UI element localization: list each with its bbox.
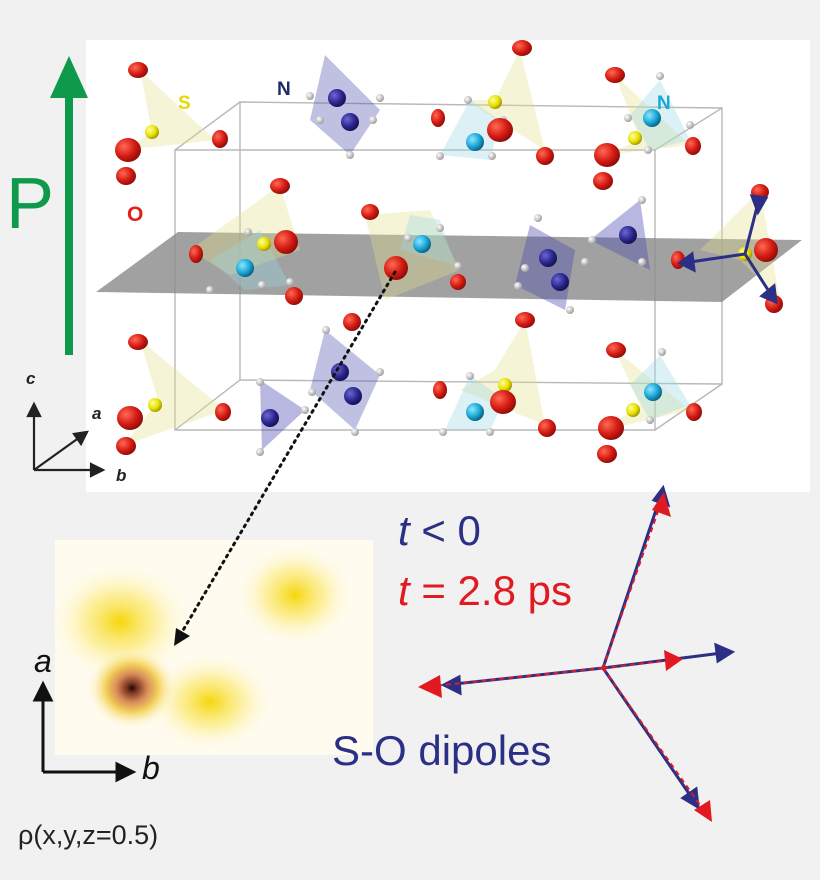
dipoles-label: S-O dipoles (332, 727, 552, 774)
time-before-value: < 0 (409, 507, 481, 554)
mid-plane (96, 232, 802, 302)
tetrahedra (125, 50, 780, 450)
density-map (50, 540, 373, 755)
time-before-label: t < 0 (398, 510, 481, 552)
time-after-value: = 2.8 ps (409, 567, 572, 614)
nitrogen-atoms (236, 89, 662, 427)
time-after-variable: t (398, 567, 410, 614)
map-axis-a-label: a (34, 643, 52, 679)
axis-c-label: c (26, 369, 36, 388)
map-axes (32, 680, 137, 783)
zoom-connector (174, 270, 397, 646)
map-axis-b-label: b (142, 750, 160, 786)
sulfur-label: S (178, 93, 191, 114)
oxygen-atoms (115, 40, 783, 463)
crystal-axes (26, 401, 106, 478)
time-before-variable: t (398, 507, 410, 554)
polarization-label: P (6, 164, 55, 244)
axis-a-label: a (92, 404, 102, 423)
density-label: ρ(x,y,z=0.5) (18, 820, 159, 850)
nitrogen-label-right: N (657, 93, 671, 114)
axis-b-label: b (116, 466, 127, 485)
nitrogen-label-left: N (277, 79, 291, 100)
polarization-arrow (50, 56, 88, 355)
time-after-label: t = 2.8 ps (398, 570, 572, 612)
oxygen-label: O (127, 203, 144, 226)
dipole-star-after (418, 492, 712, 822)
sulfate-dipole-arrows (677, 194, 778, 305)
